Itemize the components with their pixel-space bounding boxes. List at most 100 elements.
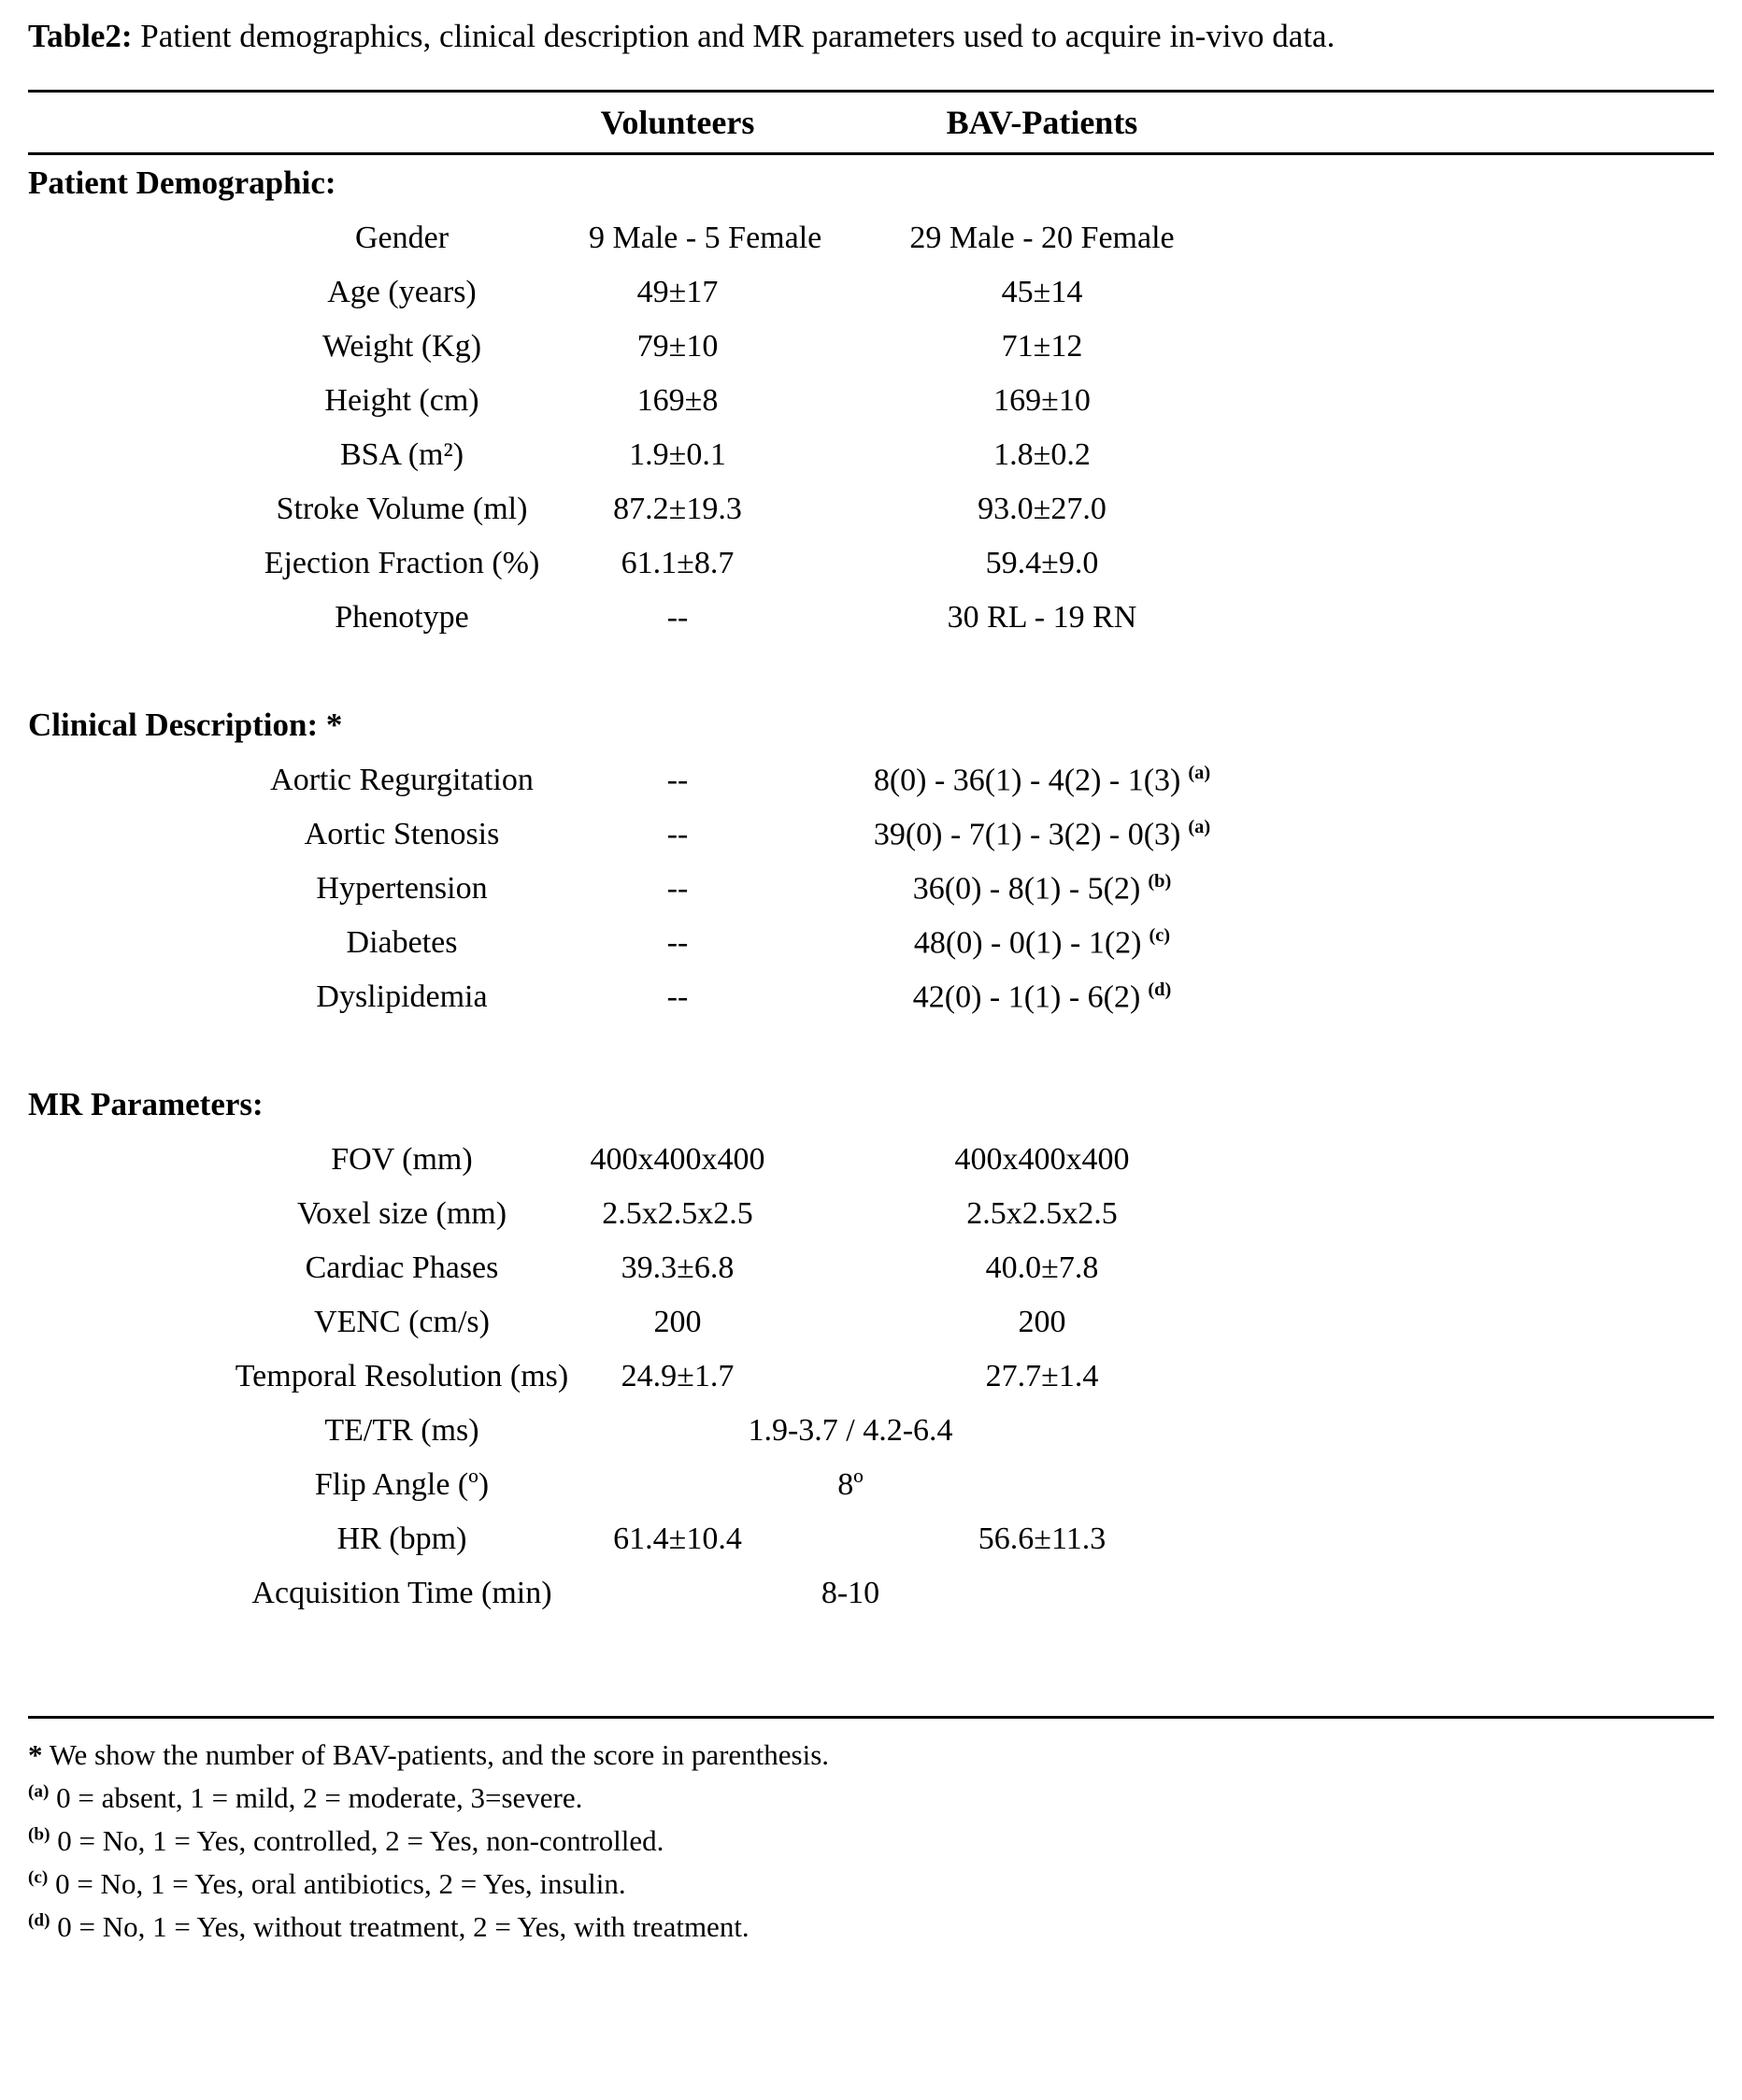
footnote: (a) 0 = absent, 1 = mild, 2 = moderate, … [28, 1777, 1714, 1820]
footnote-text: 0 = No, 1 = Yes, controlled, 2 = Yes, no… [50, 1823, 664, 1857]
row-value-volunteers: 87.2±19.3 [613, 492, 742, 527]
row-value-volunteers: 2.5x2.5x2.5 [602, 1196, 753, 1232]
table-row: Stroke Volume (ml) 87.2±19.3 93.0±27.0 [28, 482, 1714, 536]
row-value-volunteers: -- [666, 979, 689, 1015]
row-value-bav: 8(0) - 36(1) - 4(2) - 1(3) (a) [873, 763, 1211, 798]
footnote-marker: (b) [28, 1824, 50, 1845]
table-row: TE/TR (ms) 1.9-3.7 / 4.2-6.4 [28, 1404, 1714, 1458]
table-row: Gender 9 Male - 5 Female 29 Male - 20 Fema… [28, 211, 1714, 265]
row-value-bav: 42(0) - 1(1) - 6(2) (d) [912, 979, 1172, 1015]
row-value-shared: 8-10 [821, 1576, 880, 1611]
table-body: Patient Demographic: Gender 9 Male - 5 Fem… [28, 155, 1714, 1673]
row-value-bav: 39(0) - 7(1) - 3(2) - 0(3) (a) [873, 817, 1211, 852]
row-label: HR (bpm) [336, 1521, 467, 1557]
row-value-bav: 45±14 [1001, 275, 1083, 310]
table-row: BSA (m²) 1.9±0.1 1.8±0.2 [28, 428, 1714, 482]
column-header-volunteers: Volunteers [600, 104, 755, 142]
column-header-bav-patients: BAV-Patients [946, 104, 1138, 142]
table-row: Phenotype -- 30 RL - 19 RN [28, 591, 1714, 645]
table-row: Voxel size (mm) 2.5x2.5x2.5 2.5x2.5x2.5 [28, 1187, 1714, 1241]
footnote-marker: * [28, 1738, 43, 1772]
footnote-marker: (c) [28, 1867, 49, 1888]
footnote-text: 0 = No, 1 = Yes, without treatment, 2 = … [50, 1909, 750, 1943]
row-value-bav: 29 Male - 20 Female [909, 221, 1175, 256]
row-value-volunteers: 169±8 [636, 383, 719, 419]
footnote-marker: (a) [28, 1781, 50, 1802]
section-title: MR Parameters: [28, 1086, 264, 1123]
row-label: Weight (Kg) [321, 329, 482, 364]
top-rule [28, 90, 1714, 93]
table-row: Aortic Regurgitation -- 8(0) - 36(1) - 4(2… [28, 753, 1714, 807]
table-row: Ejection Fraction (%) 61.1±8.7 59.4±9.0 [28, 536, 1714, 591]
row-label: Temporal Resolution (ms) [235, 1359, 569, 1394]
table-caption: Table2: Patient demographics, clinical d… [28, 15, 1710, 58]
column-header-row: Volunteers BAV-Patients [28, 93, 1714, 152]
table-row: Age (years) 49±17 45±14 [28, 265, 1714, 320]
row-label: Flip Angle (º) [314, 1467, 490, 1503]
row-value-volunteers: 61.1±8.7 [621, 546, 735, 581]
row-label: Aortic Regurgitation [270, 763, 534, 798]
footnote: (c) 0 = No, 1 = Yes, oral antibiotics, 2… [28, 1863, 1714, 1906]
row-value-shared: 1.9-3.7 / 4.2-6.4 [748, 1413, 953, 1449]
table-row: Cardiac Phases 39.3±6.8 40.0±7.8 [28, 1241, 1714, 1295]
section-title: Patient Demographic: [28, 164, 336, 202]
table-row: Dyslipidemia -- 42(0) - 1(1) - 6(2) (d) [28, 970, 1714, 1024]
table-row: Weight (Kg) 79±10 71±12 [28, 320, 1714, 374]
row-value-volunteers: 200 [653, 1305, 702, 1340]
row-value-volunteers: -- [666, 925, 689, 961]
row-value-volunteers: 49±17 [636, 275, 719, 310]
row-value-volunteers: 79±10 [636, 329, 719, 364]
row-value-bav: 56.6±11.3 [978, 1521, 1107, 1557]
table-row: Height (cm) 169±8 169±10 [28, 374, 1714, 428]
footnote-marker-ref: (d) [1148, 979, 1172, 1001]
row-value-bav: 1.8±0.2 [993, 437, 1091, 473]
row-value-volunteers: 400x400x400 [590, 1142, 765, 1178]
row-value-volunteers: 9 Male - 5 Female [589, 221, 822, 256]
footnote-marker-ref: (a) [1188, 817, 1211, 838]
table-row: Diabetes -- 48(0) - 0(1) - 1(2) (c) [28, 916, 1714, 970]
row-value-bav: 30 RL - 19 RN [947, 600, 1137, 636]
footnote: * We show the number of BAV-patients, an… [28, 1734, 1714, 1777]
table-row: Flip Angle (º) 8º [28, 1458, 1714, 1512]
row-label: Gender [354, 221, 450, 256]
row-value-volunteers: -- [666, 871, 689, 907]
table-row: Temporal Resolution (ms) 24.9±1.7 27.7±1.4 [28, 1350, 1714, 1404]
row-label: Phenotype [335, 600, 469, 636]
row-value-bav: 40.0±7.8 [985, 1250, 1099, 1286]
section-gap [28, 645, 1714, 697]
row-value-bav: 71±12 [1001, 329, 1083, 364]
row-value-volunteers: -- [666, 817, 689, 852]
section-gap [28, 1621, 1714, 1673]
row-value-bav: 48(0) - 0(1) - 1(2) (c) [913, 925, 1171, 961]
footnote-marker-ref: (a) [1188, 763, 1211, 784]
footnote-text: We show the number of BAV-patients, and … [42, 1738, 830, 1772]
footnote-marker-ref: (c) [1149, 925, 1171, 947]
table-caption-label: Table2: [28, 18, 133, 54]
footnote: (b) 0 = No, 1 = Yes, controlled, 2 = Yes… [28, 1820, 1714, 1863]
row-value-bav: 59.4±9.0 [985, 546, 1099, 581]
row-label: FOV (mm) [331, 1142, 473, 1178]
table-row: Aortic Stenosis -- 39(0) - 7(1) - 3(2) - 0… [28, 807, 1714, 862]
row-value-volunteers: -- [666, 600, 689, 636]
row-label: Ejection Fraction (%) [264, 546, 540, 581]
header-rule [28, 152, 1714, 156]
row-label: VENC (cm/s) [314, 1305, 490, 1340]
row-label: Aortic Stenosis [304, 817, 500, 852]
footnote-text: 0 = absent, 1 = mild, 2 = moderate, 3=se… [49, 1781, 583, 1815]
row-value-bav: 400x400x400 [954, 1142, 1130, 1178]
row-label: Stroke Volume (ml) [276, 492, 528, 527]
table-caption-text: Patient demographics, clinical descripti… [132, 18, 1335, 54]
row-label: Diabetes [346, 925, 458, 961]
row-value-bav: 200 [1018, 1305, 1066, 1340]
row-value-volunteers: -- [666, 763, 689, 798]
row-label: Hypertension [316, 871, 488, 907]
row-label: Dyslipidemia [316, 979, 488, 1015]
footnote: (d) 0 = No, 1 = Yes, without treatment, … [28, 1906, 1714, 1949]
section-gap [28, 1024, 1714, 1077]
row-value-bav: 169±10 [993, 383, 1091, 419]
row-value-volunteers: 24.9±1.7 [621, 1359, 735, 1394]
footnote-rule [28, 1716, 1714, 1720]
footnotes: * We show the number of BAV-patients, an… [28, 1734, 1714, 2004]
row-label: BSA (m²) [339, 437, 464, 473]
row-value-bav: 36(0) - 8(1) - 5(2) (b) [912, 871, 1172, 907]
